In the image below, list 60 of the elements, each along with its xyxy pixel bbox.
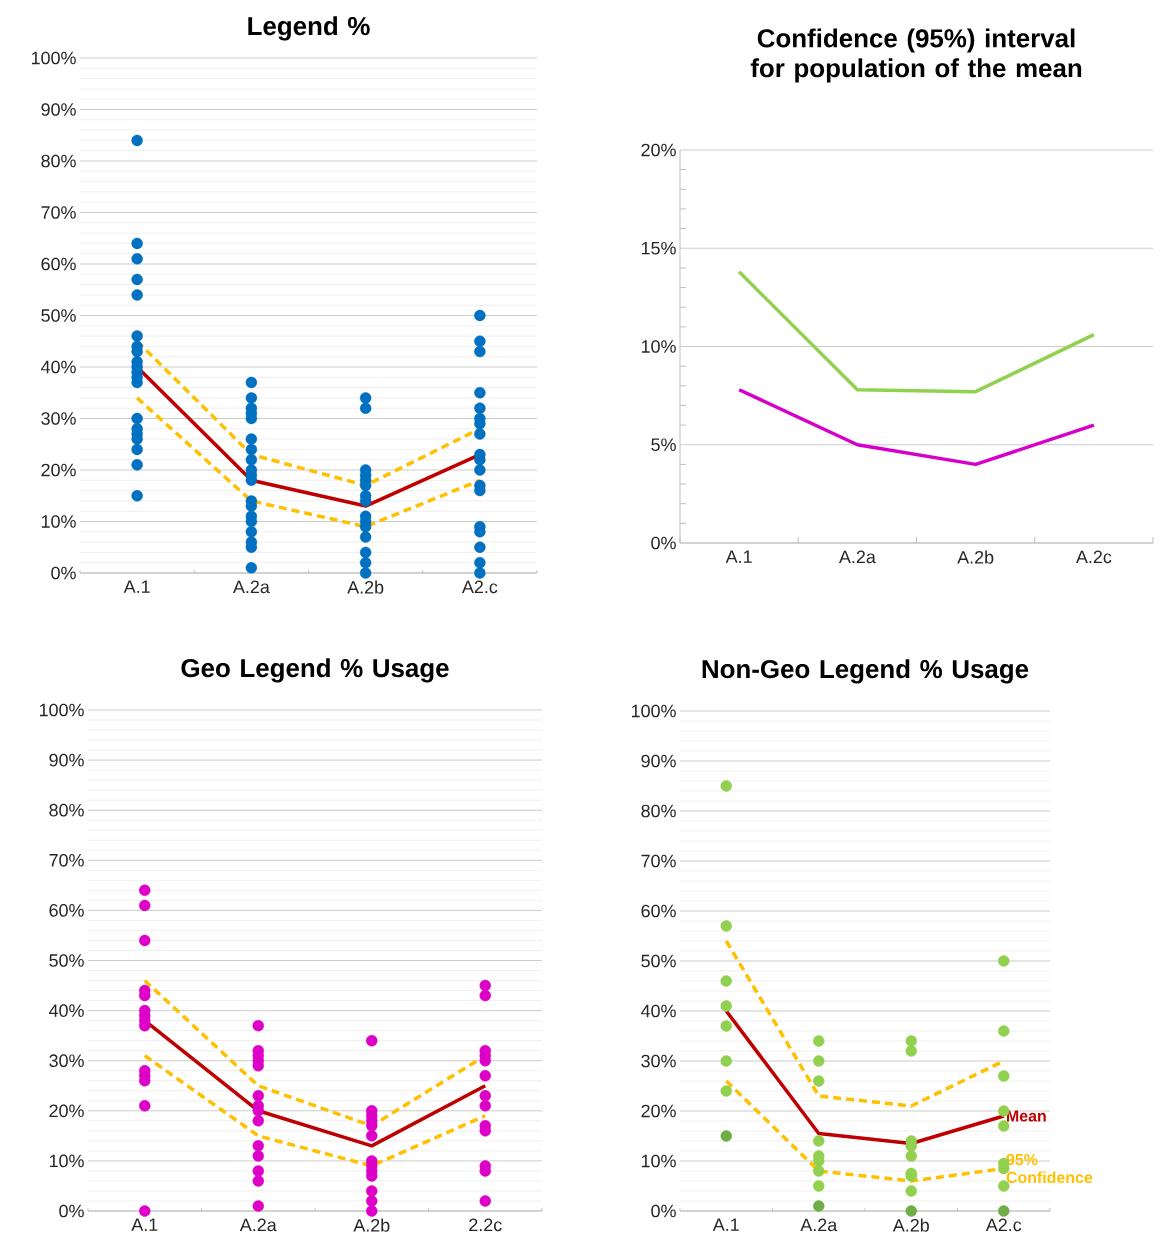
y-tick-label: 30% <box>49 1054 84 1068</box>
y-tick-label: 60% <box>41 257 76 271</box>
x-tick-label: A2.c <box>985 1218 1022 1232</box>
y-tick-label: 0% <box>51 566 76 580</box>
y-tick-label: 50% <box>41 309 76 322</box>
x-tick-label: A.2b <box>353 1218 390 1232</box>
y-tick-label: 10% <box>41 515 76 528</box>
x-tick-label: A.2c <box>1075 550 1112 564</box>
y-tick-label: 10% <box>49 1154 84 1168</box>
y-tick-label: 100% <box>31 51 76 65</box>
x-tick-label: A.2a <box>838 550 876 564</box>
chart-title: Non-Geo Legend % Usage <box>702 659 1029 684</box>
y-tick-label: 20% <box>641 1104 676 1118</box>
y-tick-label: 0% <box>651 536 676 550</box>
x-tick-label: A.1 <box>131 1218 158 1231</box>
y-tick-label: 15% <box>641 241 676 255</box>
y-tick-label: 10% <box>641 340 676 353</box>
y-tick-label: 40% <box>48 1004 84 1017</box>
x-tick-label: A.2a <box>800 1218 838 1232</box>
y-tick-label: 60% <box>49 904 84 917</box>
chart-title: Confidence (95%) interval for population of the mean <box>750 28 1082 83</box>
x-tick-label: A.2a <box>239 1218 277 1232</box>
y-tick-label: 80% <box>641 804 676 818</box>
y-tick-label: 10% <box>641 1154 676 1168</box>
y-tick-label: 80% <box>41 154 76 168</box>
y-tick-label: 20% <box>641 143 676 157</box>
chart-title: Legend % <box>248 16 370 41</box>
y-tick-label: 30% <box>641 1054 676 1068</box>
y-tick-label: 100% <box>631 704 676 718</box>
y-tick-label: 90% <box>41 103 76 116</box>
series-label: Mean <box>1007 1110 1046 1122</box>
y-tick-label: 90% <box>641 754 676 768</box>
y-tick-label: 20% <box>41 463 76 477</box>
y-tick-label: 60% <box>641 904 676 918</box>
y-tick-label: 30% <box>41 412 76 425</box>
y-tick-label: 70% <box>49 853 84 867</box>
x-tick-label: A.2b <box>347 580 384 594</box>
x-tick-label: A2.c <box>461 580 498 594</box>
y-tick-label: 70% <box>641 854 676 868</box>
x-tick-label: A.1 <box>725 550 752 563</box>
y-tick-label: 0% <box>651 1204 676 1218</box>
y-tick-label: 20% <box>49 1104 84 1118</box>
series-label: 95% Confidence <box>1006 1153 1093 1184</box>
y-tick-label: 80% <box>49 803 84 817</box>
y-tick-label: 40% <box>641 1004 676 1018</box>
x-tick-label: A.2a <box>232 580 270 594</box>
x-tick-label: A.1 <box>712 1218 739 1231</box>
x-tick-label: 2.2c <box>469 1218 502 1232</box>
x-tick-label: A.1 <box>123 580 150 593</box>
y-tick-label: 40% <box>40 360 76 374</box>
x-tick-label: A.2b <box>892 1218 929 1232</box>
y-tick-label: 90% <box>49 753 84 767</box>
chart-title: Geo Legend % Usage <box>181 658 449 683</box>
y-tick-label: 5% <box>651 438 676 452</box>
y-tick-label: 0% <box>59 1204 84 1218</box>
y-tick-label: 50% <box>641 954 676 968</box>
x-tick-label: A.2b <box>957 550 994 564</box>
y-tick-label: 70% <box>41 206 76 219</box>
y-tick-label: 100% <box>39 703 84 717</box>
y-tick-label: 50% <box>49 954 84 967</box>
